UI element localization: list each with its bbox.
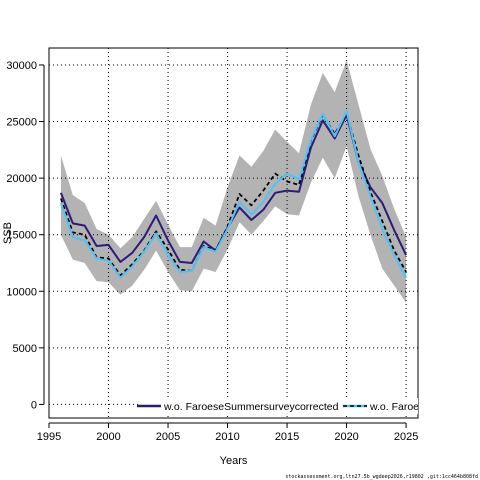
plot-frame [48, 47, 419, 419]
y-tick-label-0: 0 [31, 399, 37, 411]
x-tick-label-2000: 2000 [96, 431, 120, 443]
y-axis: 0 5000 10000 15000 20000 25000 30000 [6, 60, 45, 411]
legend-background [140, 398, 418, 414]
y-tick-label-15000: 15000 [6, 230, 37, 242]
x-axis-title: Years [220, 455, 248, 467]
x-tick-label-2010: 2010 [215, 431, 239, 443]
x-tick-label-1995: 1995 [37, 431, 61, 443]
footer-text: stockassessment.org,ltn27.5b_wgdeep2026,… [285, 474, 478, 480]
y-tick-label-20000: 20000 [6, 173, 37, 185]
legend-items: w.o. FaroeseSummersurveycorrected w.o. Fa… [137, 398, 419, 414]
series-line-3 [59, 110, 407, 279]
y-axis-title: SSB [2, 222, 14, 244]
y-tick-label-30000: 30000 [6, 60, 37, 72]
legend-label-1: w.o. FaroeseSummersurveycorrected [163, 401, 339, 413]
legend: w.o. FaroeseSummersurveycorrected w.o. Fa… [137, 398, 419, 414]
series-lines [59, 110, 408, 279]
x-tick-label-2015: 2015 [275, 431, 299, 443]
y-tick-label-25000: 25000 [6, 117, 37, 129]
x-axis: 1995 2000 2005 2010 2015 2020 2025 [37, 422, 418, 443]
y-tick-label-10000: 10000 [6, 286, 37, 298]
x-tick-label-2005: 2005 [156, 431, 180, 443]
x-tick-label-2020: 2020 [334, 431, 358, 443]
legend-label-2: w.o. Faroe [369, 401, 419, 413]
y-tick-label-5000: 5000 [13, 343, 37, 355]
x-tick-label-2025: 2025 [394, 431, 418, 443]
